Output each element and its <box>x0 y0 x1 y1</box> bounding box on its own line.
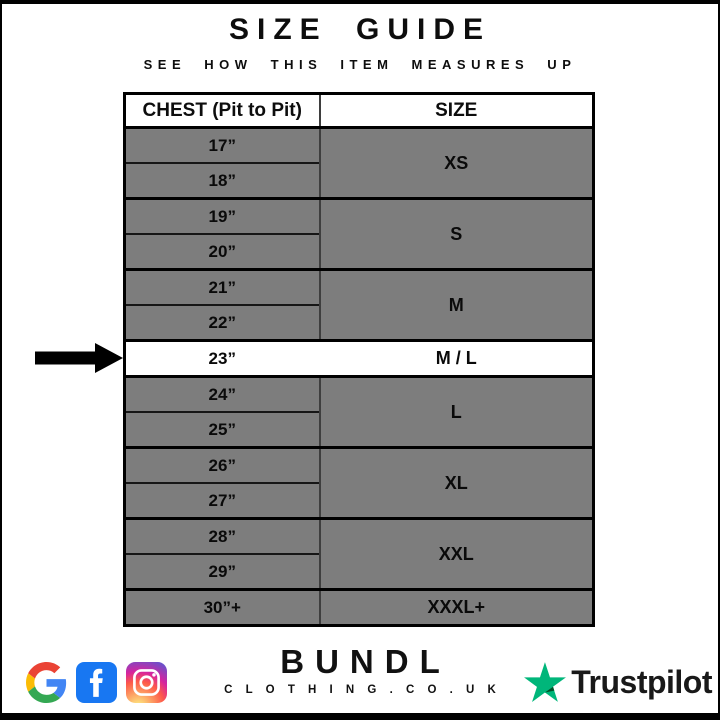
instagram-icon[interactable] <box>126 662 167 703</box>
table-row: 24” L <box>124 375 594 448</box>
column-header-chest: CHEST (Pit to Pit) <box>124 93 321 129</box>
brand-domain: C L O T H I N G . C O . U K <box>224 684 501 696</box>
chest-cell: 26” <box>124 446 321 483</box>
highlighted-table-row: 23” M / L <box>124 339 594 377</box>
trustpilot-label: Trustpilot <box>571 663 712 700</box>
table-row: 25” <box>124 411 594 448</box>
size-cell: XXL <box>319 517 594 590</box>
chest-cell: 17” <box>124 126 321 163</box>
page-title: SIZE GUIDE <box>228 13 492 46</box>
chest-cell: 25” <box>124 411 321 448</box>
table-row: 29” <box>124 553 594 590</box>
table-row: 20” <box>124 233 594 270</box>
table-row: 19” S <box>124 197 594 270</box>
facebook-icon[interactable] <box>76 662 117 703</box>
google-icon[interactable] <box>26 662 67 703</box>
size-cell: S <box>319 197 594 270</box>
table-row: 21” M <box>124 268 594 341</box>
arrow-right-icon <box>35 343 123 373</box>
table-row: 27” <box>124 482 594 519</box>
brand-name: BUNDL <box>280 643 451 680</box>
size-cell: M <box>319 268 594 341</box>
table-row: 17” XS <box>124 126 594 199</box>
size-cell: XXXL+ <box>319 588 594 626</box>
chest-cell: 28” <box>124 517 321 554</box>
trustpilot-logo[interactable]: Trustpilot <box>524 662 712 702</box>
chest-cell: 18” <box>124 162 321 199</box>
table-row: 18” <box>124 162 594 199</box>
table-header-row: CHEST (Pit to Pit) SIZE <box>124 93 594 129</box>
column-header-size: SIZE <box>319 93 594 129</box>
table-row: 22” <box>124 304 594 341</box>
chest-cell: 20” <box>124 233 321 270</box>
chest-cell: 22” <box>124 304 321 341</box>
chest-cell: 24” <box>124 375 321 412</box>
chest-cell: 19” <box>124 197 321 234</box>
table-row: 28” XXL <box>124 517 594 590</box>
page-subtitle: SEE HOW THIS ITEM MEASURES UP <box>143 57 577 72</box>
size-cell: XS <box>319 126 594 199</box>
size-cell: XL <box>319 446 594 519</box>
chest-cell: 30”+ <box>124 588 321 626</box>
chest-cell: 21” <box>124 268 321 305</box>
chest-cell: 23” <box>124 339 321 377</box>
size-cell: L <box>319 375 594 448</box>
size-cell: M / L <box>319 339 594 377</box>
size-guide-table: CHEST (Pit to Pit) SIZE 17” XS 18” 19” S… <box>123 92 595 627</box>
social-icons <box>26 662 167 703</box>
brand-logo: BUNDL C L O T H I N G . C O . U K <box>0 643 720 696</box>
table-row: 26” XL <box>124 446 594 519</box>
table-row: 30”+ XXXL+ <box>124 588 594 626</box>
trustpilot-star-icon <box>524 662 567 702</box>
chest-cell: 29” <box>124 553 321 590</box>
chest-cell: 27” <box>124 482 321 519</box>
